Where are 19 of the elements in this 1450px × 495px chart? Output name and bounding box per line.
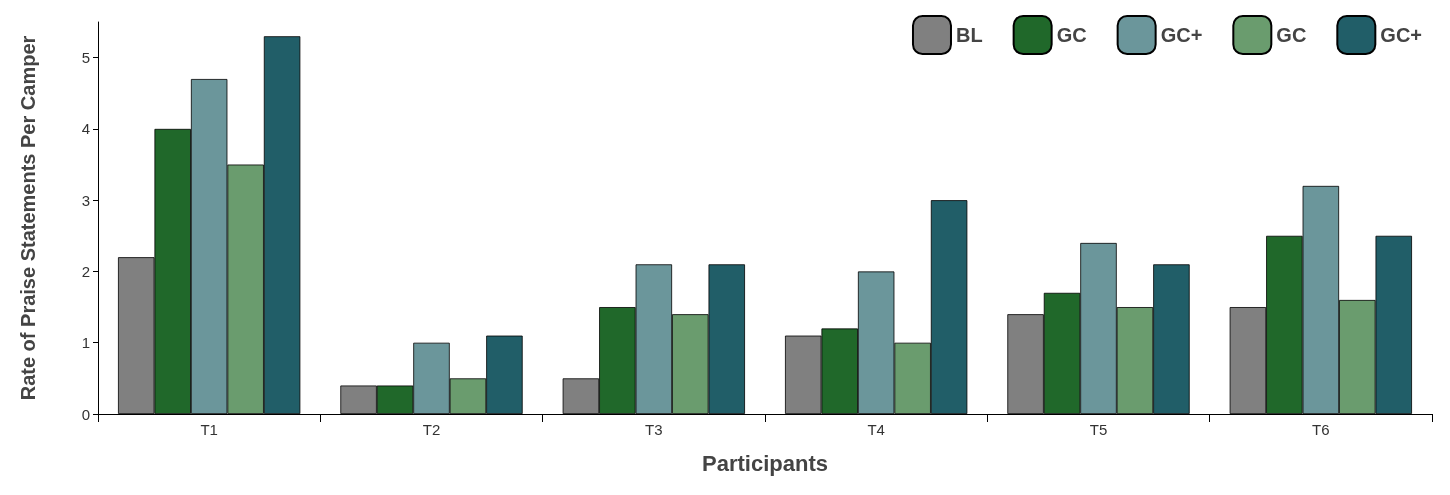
x-tick-label: T2 <box>422 421 441 438</box>
y-tick-label: 1 <box>81 334 90 352</box>
x-tick-label: T3 <box>645 421 663 438</box>
y-tick-label: 5 <box>81 49 90 67</box>
y-tick-label: 2 <box>81 262 90 280</box>
x-tick-label: T1 <box>200 421 218 438</box>
x-tick-label: T6 <box>1312 421 1330 438</box>
legend-label: BL <box>955 24 983 46</box>
x-tick-label: T4 <box>867 421 885 438</box>
legend-label: GC+ <box>1160 24 1203 46</box>
y-tick-label: 4 <box>81 120 90 138</box>
x-tick-label: T5 <box>1089 421 1108 438</box>
y-axis-title: Rate of Praise Statements Per Camper <box>17 35 39 401</box>
legend-label: GC <box>1056 24 1087 46</box>
legend-label: GC <box>1276 24 1307 46</box>
y-tick-label: 0 <box>81 405 90 423</box>
legend-label: GC+ <box>1380 24 1423 46</box>
x-axis-title: Participants <box>702 450 828 476</box>
y-tick-label: 3 <box>81 191 90 209</box>
